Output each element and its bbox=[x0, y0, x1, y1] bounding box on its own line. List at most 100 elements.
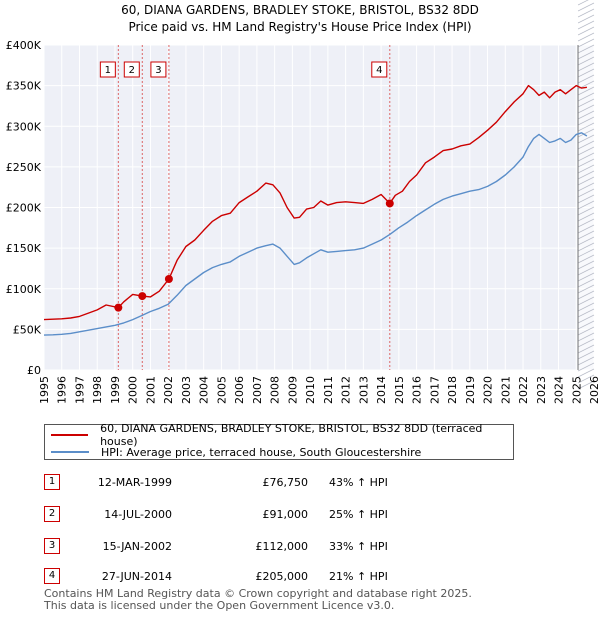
x-tick-label: 1996 bbox=[56, 376, 69, 404]
x-tick-label: 2010 bbox=[304, 376, 317, 404]
projection-hatch bbox=[577, 224, 595, 234]
transaction-4-marker bbox=[371, 61, 388, 78]
projection-hatch bbox=[577, 350, 595, 360]
projection-hatch bbox=[577, 302, 595, 312]
projection-hatch bbox=[577, 278, 595, 288]
projection-hatch bbox=[577, 230, 595, 240]
legend-label-hpi: HPI: Average price, terraced house, Sout… bbox=[101, 445, 422, 459]
x-tick-label: 2011 bbox=[322, 376, 335, 404]
footer-attribution: Contains HM Land Registry data © Crown c… bbox=[44, 588, 472, 612]
projection-hatch bbox=[577, 26, 595, 36]
projection-hatch bbox=[577, 74, 595, 84]
transaction-2-point bbox=[138, 292, 147, 301]
projection-hatch bbox=[577, 284, 595, 294]
projection-hatch bbox=[577, 242, 595, 252]
x-tick-label: 2009 bbox=[286, 376, 299, 404]
legend-line-blue bbox=[51, 451, 89, 453]
chart-subtitle: Price paid vs. HM Land Registry's House … bbox=[128, 20, 471, 34]
table-row: 4 27-JUN-2014 £205,000 21% ↑ HPI bbox=[44, 568, 564, 586]
projection-hatch bbox=[577, 356, 595, 366]
projection-hatch bbox=[577, 146, 595, 156]
x-tick-label: 2013 bbox=[357, 376, 370, 404]
x-tick-label: 2007 bbox=[251, 376, 264, 404]
projection-hatch bbox=[577, 188, 595, 198]
y-tick-label: £100K bbox=[6, 283, 42, 296]
chart-title: 60, DIANA GARDENS, BRADLEY STOKE, BRISTO… bbox=[121, 3, 479, 17]
x-tick-label: 1998 bbox=[91, 376, 104, 404]
transaction-price: £205,000 bbox=[255, 570, 309, 583]
projection-hatch bbox=[577, 134, 595, 144]
projection-hatch bbox=[577, 236, 595, 246]
transaction-3-marker bbox=[150, 61, 167, 78]
projection-hatch bbox=[577, 2, 595, 12]
projection-hatch bbox=[577, 296, 595, 306]
projection-hatch bbox=[577, 374, 595, 384]
projection-hatch bbox=[577, 170, 595, 180]
projection-hatch bbox=[577, 98, 595, 108]
projection-hatch bbox=[577, 332, 595, 342]
transaction-2-marker-label: 2 bbox=[129, 65, 135, 76]
projection-hatch bbox=[577, 116, 595, 126]
transaction-3-point bbox=[164, 275, 173, 283]
projection-hatch bbox=[577, 212, 595, 222]
x-tick-label: 2004 bbox=[198, 376, 211, 404]
x-tick-label: 2003 bbox=[180, 376, 193, 404]
projection-hatch bbox=[577, 260, 595, 270]
transaction-price: £112,000 bbox=[255, 540, 309, 553]
transaction-1-marker-label: 1 bbox=[105, 65, 111, 76]
legend-item-property: 60, DIANA GARDENS, BRADLEY STOKE, BRISTO… bbox=[51, 422, 513, 448]
x-tick-label: 2023 bbox=[535, 376, 548, 404]
projection-hatch bbox=[577, 110, 595, 120]
projection-hatch bbox=[577, 308, 595, 318]
transaction-1-point bbox=[114, 303, 123, 312]
transaction-date: 14-JUL-2000 bbox=[104, 508, 172, 521]
projection-hatch bbox=[577, 104, 595, 114]
chart-legend: 60, DIANA GARDENS, BRADLEY STOKE, BRISTO… bbox=[44, 422, 514, 460]
projection-hatch bbox=[577, 344, 595, 354]
projection-hatch bbox=[577, 380, 595, 390]
x-tick-label: 2017 bbox=[428, 376, 441, 404]
y-tick-label: £150K bbox=[6, 242, 42, 255]
x-tick-label: 2002 bbox=[162, 376, 175, 404]
projection-hatch bbox=[577, 248, 595, 258]
projection-hatch bbox=[577, 254, 595, 264]
footer-line-1: Contains HM Land Registry data © Crown c… bbox=[44, 587, 472, 600]
x-tick-label: 2019 bbox=[464, 376, 477, 404]
projection-hatch bbox=[577, 272, 595, 282]
x-tick-label: 2006 bbox=[233, 376, 246, 404]
projection-hatch bbox=[577, 158, 595, 168]
projection-hatch bbox=[577, 176, 595, 186]
transaction-badge: 4 bbox=[44, 568, 60, 584]
y-tick-label: £300K bbox=[6, 120, 42, 133]
footer-line-2: This data is licensed under the Open Gov… bbox=[44, 599, 395, 612]
x-tick-label: 2026 bbox=[588, 376, 600, 404]
projection-hatch bbox=[577, 152, 595, 162]
projection-hatch bbox=[577, 140, 595, 150]
projection-hatch bbox=[577, 44, 595, 54]
hpi-line bbox=[43, 132, 588, 336]
x-tick-label: 2018 bbox=[446, 376, 459, 404]
transaction-hpi: 25% ↑ HPI bbox=[329, 508, 388, 521]
x-tick-label: 1999 bbox=[109, 376, 122, 404]
y-tick-label: £400K bbox=[6, 39, 42, 52]
projection-hatch bbox=[577, 206, 595, 216]
projection-hatch bbox=[577, 266, 595, 276]
projection-hatch bbox=[577, 122, 595, 132]
transaction-hpi: 33% ↑ HPI bbox=[329, 540, 388, 553]
transaction-badge: 1 bbox=[44, 474, 60, 490]
projection-hatch bbox=[577, 218, 595, 228]
projection-hatch bbox=[577, 326, 595, 336]
x-tick-label: 2000 bbox=[127, 376, 140, 404]
transaction-date: 27-JUN-2014 bbox=[101, 570, 172, 583]
projection-hatch bbox=[577, 68, 595, 78]
transaction-badge: 3 bbox=[44, 538, 60, 554]
legend-item-hpi: HPI: Average price, terraced house, Sout… bbox=[51, 444, 421, 460]
projection-hatch bbox=[577, 164, 595, 174]
transaction-4-marker-label: 4 bbox=[376, 65, 382, 76]
projection-hatch bbox=[577, 290, 595, 300]
y-tick-label: £250K bbox=[6, 161, 42, 174]
x-tick-label: 2022 bbox=[517, 376, 530, 404]
x-tick-label: 2005 bbox=[215, 376, 228, 404]
projection-hatch bbox=[577, 62, 595, 72]
transaction-badge: 2 bbox=[44, 506, 60, 522]
